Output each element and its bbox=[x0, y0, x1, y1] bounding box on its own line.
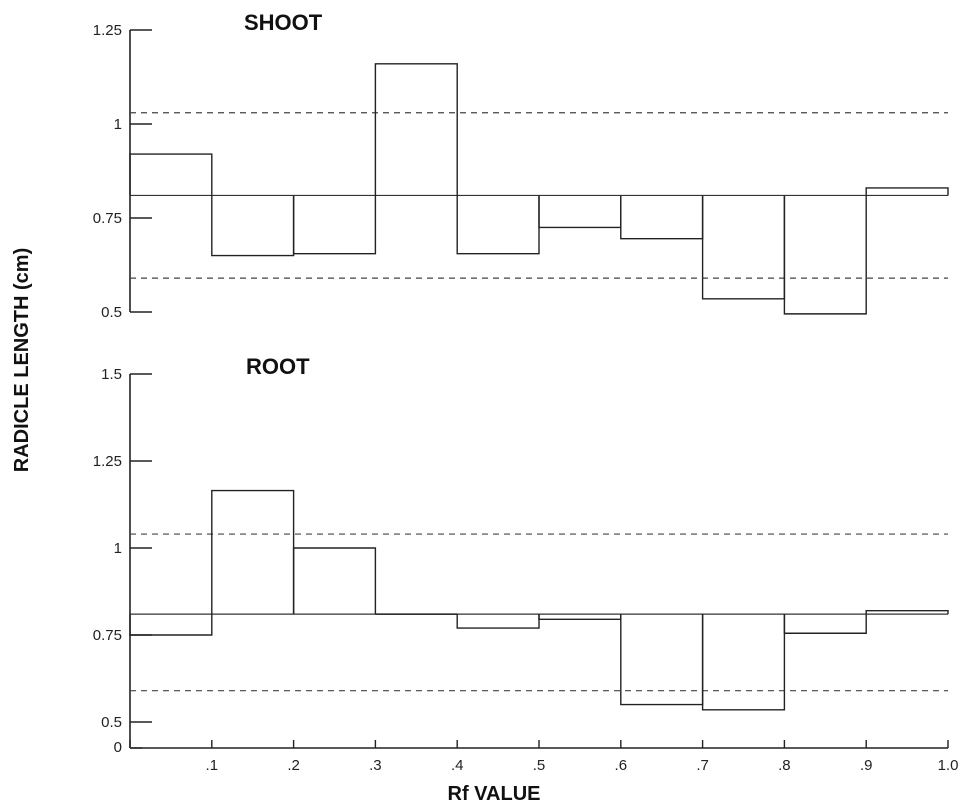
shoot-bar bbox=[374, 63, 458, 196]
shoot-y-tick-label: 0.75 bbox=[93, 210, 122, 227]
shoot-panel: 0.5 0.75 1 1.25 bbox=[93, 22, 949, 321]
root-y-tick-label-zero: 0 bbox=[114, 739, 122, 756]
shoot-bar bbox=[620, 195, 704, 240]
shoot-y-tick-label: 1 bbox=[114, 116, 122, 133]
root-y-tick-label: 1 bbox=[114, 540, 122, 557]
x-tick-label: .6 bbox=[615, 757, 628, 774]
shoot-bar bbox=[538, 195, 622, 229]
root-y-tick-label: 1.25 bbox=[93, 453, 122, 470]
x-tick-label: .8 bbox=[778, 757, 791, 774]
x-tick-label: .2 bbox=[287, 757, 300, 774]
y-axis-label: RADICLE LENGTH (cm) bbox=[11, 248, 33, 472]
shoot-bar bbox=[292, 195, 377, 255]
shoot-bar bbox=[456, 195, 540, 255]
panel-title-shoot: SHOOT bbox=[244, 10, 323, 35]
root-bar bbox=[538, 614, 622, 621]
panel-title-root: ROOT bbox=[246, 354, 310, 379]
x-tick-label: .3 bbox=[369, 757, 382, 774]
shoot-bar bbox=[701, 195, 786, 300]
root-bar bbox=[456, 614, 540, 629]
root-y-tick-label: 1.5 bbox=[101, 366, 122, 383]
x-tick-label: .4 bbox=[451, 757, 464, 774]
root-bar bbox=[211, 489, 295, 615]
x-tick-label: 1.0 bbox=[938, 757, 958, 774]
root-bar bbox=[292, 547, 377, 615]
x-axis: .1 .2 .3 .4 .5 .6 .7 .8 .9 1.0 bbox=[129, 740, 958, 774]
shoot-y-tick-label: 0.5 bbox=[101, 304, 122, 321]
root-bar bbox=[129, 614, 213, 636]
x-tick-label: .9 bbox=[860, 757, 873, 774]
x-tick-label: .5 bbox=[533, 757, 546, 774]
x-tick-label: .1 bbox=[206, 757, 219, 774]
shoot-bar bbox=[129, 153, 213, 196]
root-y-tick-label: 0.5 bbox=[101, 714, 122, 731]
x-axis-label: Rf VALUE bbox=[448, 783, 541, 805]
shoot-y-tick-label: 1.25 bbox=[93, 22, 122, 39]
root-bar bbox=[701, 614, 786, 711]
x-tick-label: .7 bbox=[696, 757, 709, 774]
root-panel: 0.5 0.75 1 1.25 1.5 0 bbox=[93, 366, 949, 756]
root-bar bbox=[783, 614, 867, 634]
shoot-bar bbox=[211, 195, 295, 257]
root-y-tick-label: 0.75 bbox=[93, 627, 122, 644]
root-bar bbox=[865, 609, 949, 615]
shoot-bar bbox=[865, 187, 949, 196]
shoot-bar bbox=[783, 195, 867, 315]
